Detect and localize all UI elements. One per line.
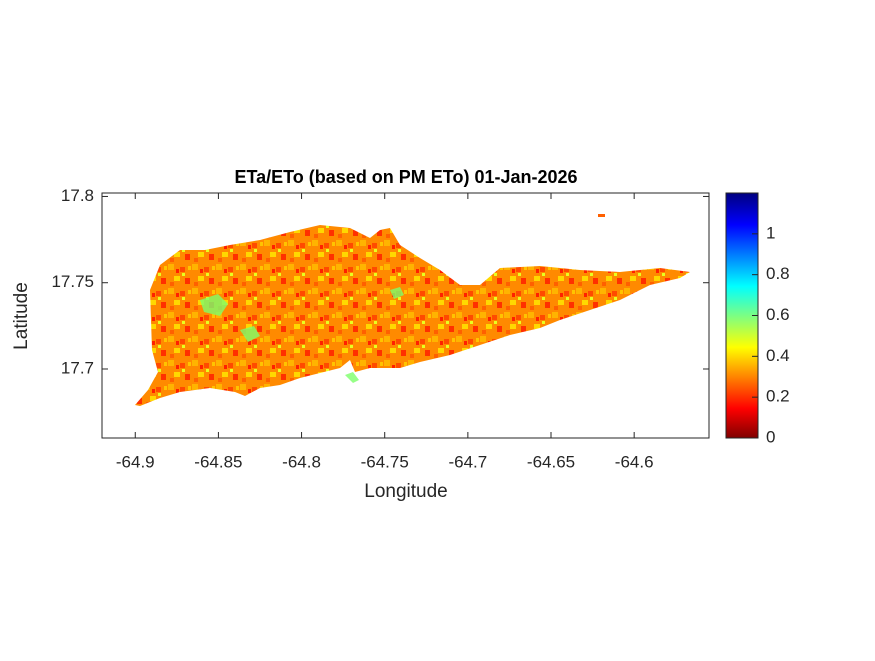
x-tick-label: -64.8 bbox=[282, 452, 321, 471]
island-raster bbox=[135, 225, 690, 406]
y-axis-label: Latitude bbox=[11, 282, 32, 350]
x-tick-label: -64.6 bbox=[615, 452, 654, 471]
chart-title: ETa/ETo (based on PM ETo) 01-Jan-2026 bbox=[234, 167, 577, 187]
islet bbox=[598, 214, 605, 217]
green-patches bbox=[200, 287, 404, 383]
x-tick-label: -64.85 bbox=[194, 452, 242, 471]
x-tick-label: -64.65 bbox=[527, 452, 575, 471]
x-tick-label: -64.7 bbox=[448, 452, 487, 471]
colorbar-tick-label: 0 bbox=[766, 427, 775, 446]
colorbar-tick-label: 0.8 bbox=[766, 264, 790, 283]
y-tick-label: 17.8 bbox=[61, 186, 94, 205]
colorbar-tick-label: 0.2 bbox=[766, 387, 790, 406]
y-tick-label: 17.7 bbox=[61, 358, 94, 377]
x-tick-label: -64.9 bbox=[116, 452, 155, 471]
colorbar-tick-label: 0.6 bbox=[766, 305, 790, 324]
colorbar-tick-label: 0.4 bbox=[766, 346, 790, 365]
y-tick-label: 17.75 bbox=[51, 272, 94, 291]
x-axis-label: Longitude bbox=[364, 481, 447, 502]
colorbar-tick-label: 1 bbox=[766, 223, 775, 242]
x-tick-label: -64.75 bbox=[361, 452, 409, 471]
